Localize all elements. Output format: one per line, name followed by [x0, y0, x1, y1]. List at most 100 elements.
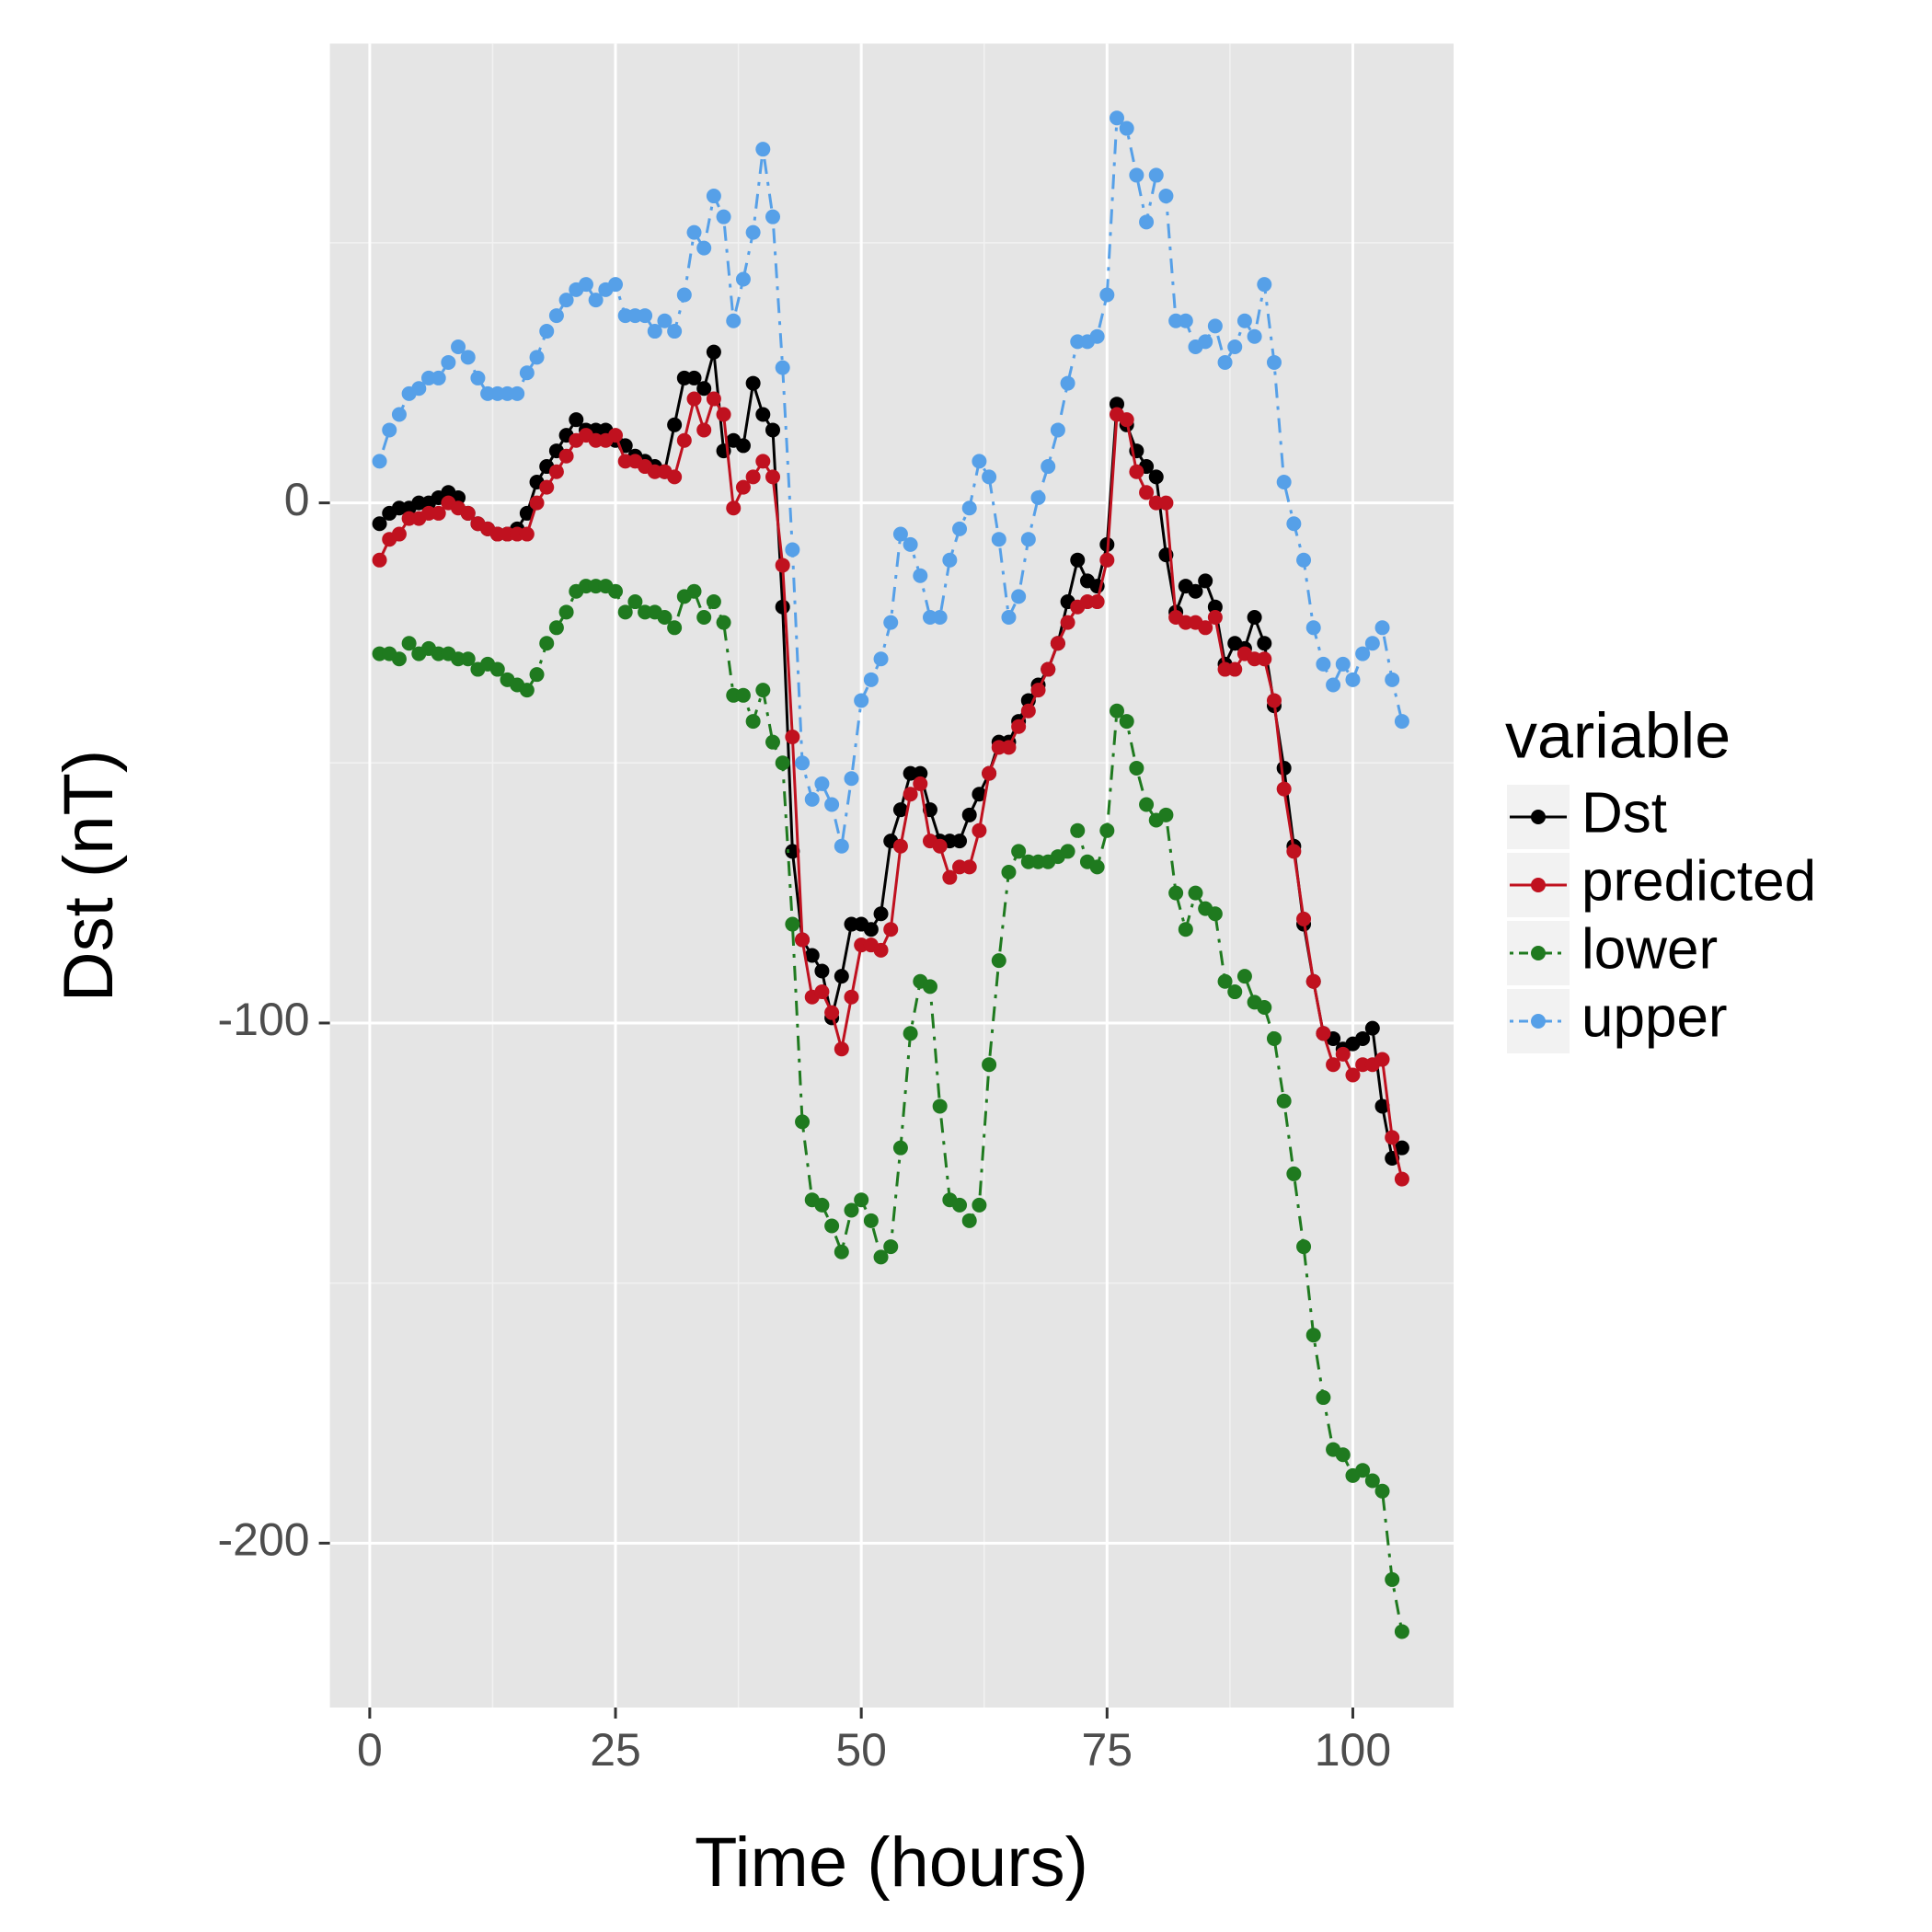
data-point: [558, 293, 574, 308]
legend-label: upper: [1581, 985, 1728, 1049]
data-point: [1227, 339, 1243, 355]
data-point: [883, 615, 899, 630]
data-point: [892, 1140, 908, 1156]
data-point: [1257, 1000, 1272, 1016]
data-point: [972, 1197, 987, 1213]
data-point: [765, 209, 781, 224]
data-point: [735, 687, 751, 703]
data-point: [1060, 375, 1075, 391]
data-point: [617, 604, 633, 620]
data-point: [519, 526, 535, 542]
data-point: [608, 583, 624, 599]
data-point: [814, 1197, 830, 1213]
data-point: [952, 834, 968, 849]
data-point: [834, 1041, 849, 1057]
data-point: [519, 683, 535, 698]
data-point: [1364, 636, 1380, 651]
data-point: [961, 807, 977, 822]
data-point: [686, 370, 702, 385]
x-tick-label: 50: [835, 1724, 887, 1776]
data-point: [824, 1005, 840, 1020]
data-point: [1394, 1624, 1409, 1639]
data-point: [765, 422, 781, 438]
data-point: [686, 224, 702, 240]
data-point: [1286, 516, 1302, 532]
data-point: [1266, 693, 1282, 708]
data-point: [982, 765, 997, 781]
data-point: [735, 271, 751, 287]
data-point: [1050, 422, 1065, 438]
data-point: [765, 734, 781, 750]
data-point: [1364, 1473, 1380, 1489]
data-point: [1316, 1390, 1331, 1406]
data-point: [1041, 459, 1056, 475]
data-point: [726, 313, 742, 328]
data-point: [775, 360, 790, 375]
data-point: [1119, 714, 1134, 730]
data-point: [1394, 714, 1409, 730]
data-point: [372, 552, 387, 568]
data-point: [1001, 740, 1017, 755]
data-point: [795, 1114, 811, 1130]
data-point: [1276, 1093, 1292, 1109]
data-point: [1296, 552, 1312, 568]
data-point: [1374, 1483, 1390, 1499]
data-point: [667, 417, 683, 432]
data-point: [1296, 911, 1312, 926]
data-point: [913, 568, 928, 583]
data-point: [1198, 334, 1213, 350]
data-point: [401, 636, 417, 651]
data-point: [696, 422, 712, 438]
data-point: [1119, 121, 1134, 136]
data-point: [932, 838, 948, 854]
data-point: [982, 1057, 997, 1073]
data-point: [745, 469, 761, 485]
data-point: [1286, 844, 1302, 859]
data-point: [578, 277, 593, 293]
data-point: [922, 979, 937, 995]
data-point: [676, 287, 692, 303]
data-point: [1119, 412, 1134, 428]
data-point: [1305, 620, 1321, 636]
data-point: [696, 609, 712, 625]
data-point: [1030, 683, 1046, 698]
data-point: [391, 526, 407, 542]
data-point: [1266, 354, 1282, 370]
data-point: [961, 1213, 977, 1228]
data-point: [1060, 844, 1075, 859]
data-point: [1335, 1046, 1351, 1062]
data-point: [873, 906, 889, 922]
data-point: [795, 932, 811, 948]
data-point: [834, 969, 849, 984]
legend-key-point: [1531, 878, 1546, 892]
data-point: [932, 1098, 948, 1114]
legend-key-point: [1531, 1014, 1546, 1029]
data-point: [667, 469, 683, 485]
data-point: [1227, 984, 1243, 1000]
data-point: [814, 776, 830, 791]
data-point: [1188, 583, 1203, 599]
data-point: [883, 1239, 899, 1255]
data-point: [755, 407, 771, 422]
data-point: [824, 797, 840, 812]
data-point: [972, 822, 987, 838]
y-tick-label: -100: [218, 994, 310, 1045]
data-point: [1129, 464, 1144, 479]
data-point: [755, 454, 771, 469]
data-point: [1089, 328, 1105, 344]
data-point: [785, 916, 800, 932]
data-point: [558, 448, 574, 464]
data-point: [1355, 1030, 1371, 1046]
data-point: [1326, 677, 1341, 693]
data-point: [470, 370, 486, 385]
x-axis-title: Time (hours): [695, 1823, 1088, 1902]
data-point: [854, 693, 869, 708]
data-point: [834, 1244, 849, 1259]
data-point: [588, 293, 604, 308]
data-point: [1257, 636, 1272, 651]
data-point: [1355, 1463, 1371, 1478]
data-point: [1011, 719, 1027, 734]
data-point: [1129, 760, 1144, 776]
